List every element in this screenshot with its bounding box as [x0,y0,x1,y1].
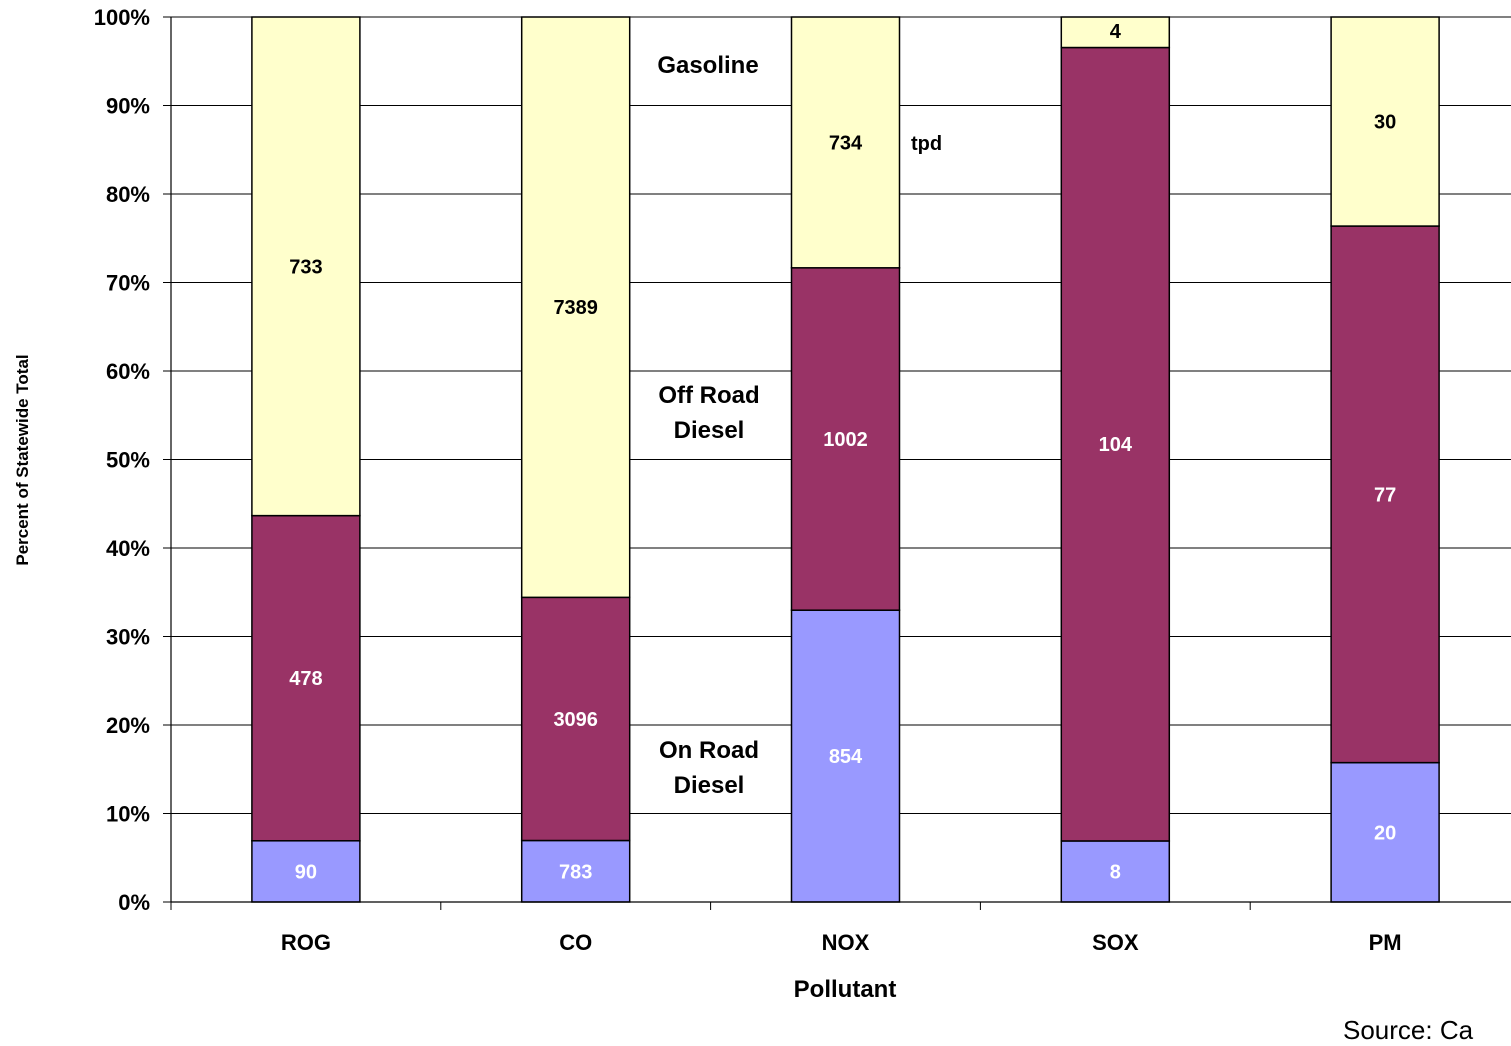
bar-onroad-co [520,839,631,903]
value-label-gasoline-co: 7389 [553,297,598,319]
annotation-onroad-line2: Diesel [674,772,745,799]
bar-gasoline-sox [1060,16,1171,49]
value-label-offroad-co: 3096 [553,709,598,731]
x-tick-label: PM [1369,930,1402,955]
bar-offroad-nox [790,267,901,611]
y-tick-label: 70% [106,271,150,296]
bar-gasoline-nox [790,16,901,269]
y-axis-title: Percent of Statewide Total [13,354,32,565]
y-tick-label: 60% [106,359,150,384]
bar-gasoline-co [520,16,631,599]
bar-offroad-sox [1060,46,1171,842]
value-label-onroad-pm: 20 [1374,822,1396,844]
y-tick-label: 100% [94,5,150,30]
x-axis-title: Pollutant [794,976,897,1003]
bars [251,16,1440,903]
value-label-onroad-nox: 854 [829,746,863,768]
value-label-offroad-pm: 77 [1374,484,1396,506]
value-label-gasoline-rog: 733 [289,256,322,278]
y-tick-label: 80% [106,182,150,207]
bar-gasoline-pm [1330,16,1440,227]
value-label-offroad-rog: 478 [289,668,322,690]
value-label-onroad-sox: 8 [1110,861,1121,883]
x-tick-label: CO [559,930,592,955]
y-tick-label: 90% [106,94,150,119]
y-tick-label: 40% [106,536,150,561]
y-tick-labels: 0% 10% 20% 30% 40% 50% 60% 70% 80% 90% 100% [94,5,150,915]
y-tick-label: 50% [106,448,150,473]
value-label-offroad-nox: 1002 [823,429,868,451]
y-tick-label: 20% [106,713,150,738]
y-tick-label: 0% [118,890,150,915]
bar-offroad-co [520,596,631,842]
value-label-gasoline-pm: 30 [1374,112,1396,134]
annotation-unit: tpd [911,133,942,155]
value-label-gasoline-nox: 734 [829,132,863,154]
annotation-offroad-line1: Off Road [658,382,759,409]
stacked-bar-chart: 0% 10% 20% 30% 40% 50% 60% 70% 80% 90% 100% ROG CO N… [13,5,1511,1003]
bar-onroad-sox [1060,840,1171,903]
value-label-onroad-rog: 90 [295,861,317,883]
y-tick-label: 10% [106,802,150,827]
annotation-onroad-line1: On Road [659,737,759,764]
value-label-onroad-co: 783 [559,861,592,883]
value-labels: 90 478 733 783 3096 7389 854 1002 734 8 104 4 20 77 30 [289,21,1396,883]
value-label-gasoline-sox: 4 [1110,21,1122,43]
bar-gasoline-rog [251,16,361,517]
source-note: Source: Ca [1343,1015,1474,1045]
x-category-labels: ROG CO NOX SOX PM [281,930,1402,955]
bar-offroad-rog [251,514,361,842]
annotation-gasoline: Gasoline [657,52,758,79]
x-tick-label: ROG [281,930,331,955]
axes [163,16,1511,910]
annotation-offroad-line2: Diesel [674,417,745,444]
bar-onroad-pm [1330,761,1440,903]
x-tick-label: SOX [1092,930,1139,955]
bar-onroad-nox [790,609,901,903]
x-tick-label: NOX [822,930,870,955]
value-label-offroad-sox: 104 [1099,434,1133,456]
y-tick-label: 30% [106,625,150,650]
